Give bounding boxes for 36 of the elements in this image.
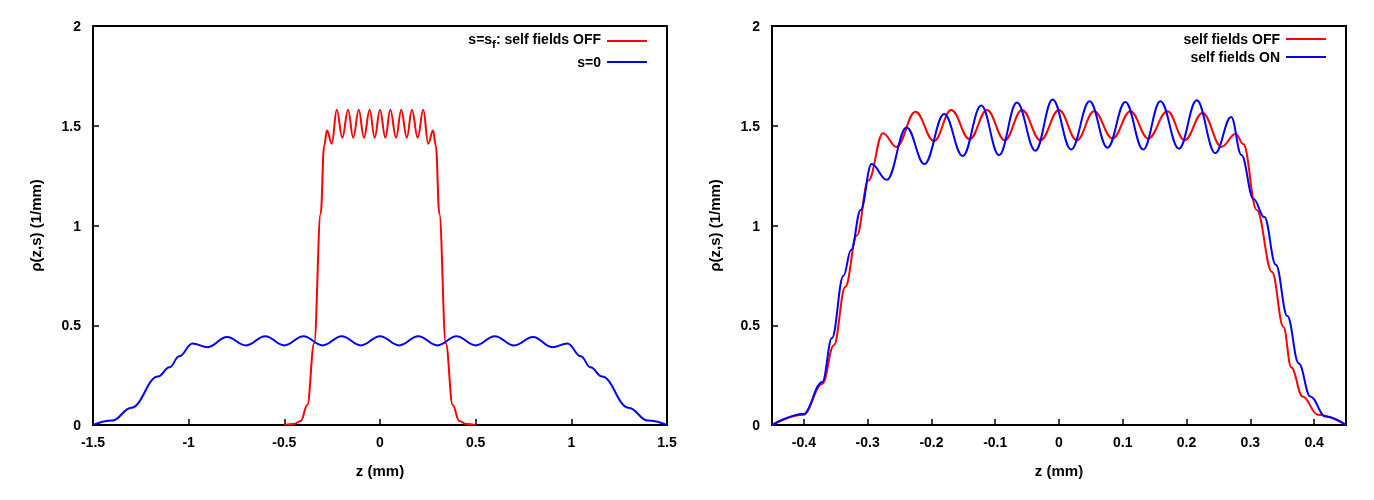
legend-label: self fields OFF: [1183, 30, 1280, 48]
line-series: [283, 108, 477, 426]
x-tick-label: -0.5: [272, 434, 297, 450]
x-tick-label: 1.5: [657, 434, 677, 450]
x-tick-label: 0: [1055, 434, 1064, 450]
x-tick-label: -1.5: [80, 434, 106, 450]
legend-label: self fields ON: [1190, 48, 1280, 66]
x-tick-label: 0.1: [1113, 434, 1133, 450]
y-tick-label: 1: [73, 217, 82, 234]
y-tick-label: 0: [752, 417, 761, 433]
x-tick-label: 0.3: [1240, 434, 1261, 450]
y-tick-label: 2: [73, 18, 82, 34]
line-series: [92, 335, 668, 426]
x-tick-label: -0.3: [855, 434, 880, 450]
y-tick-label: 0: [73, 417, 82, 433]
y-axis-title: ρ(z,s) (1/mm): [27, 179, 44, 272]
y-tick-label: 1: [752, 217, 761, 234]
x-axis-title: z (mm): [355, 462, 405, 479]
x-tick-label: -0.1: [983, 434, 1008, 450]
x-tick-label: 0.5: [465, 434, 486, 450]
y-tick-label: 1.5: [61, 117, 82, 134]
y-axis-title: ρ(z,s) (1/mm): [706, 179, 723, 272]
x-tick-label: 0.2: [1176, 434, 1197, 450]
x-tick-label: 1: [567, 434, 576, 450]
y-tick-label: 0.5: [740, 317, 761, 334]
y-tick-label: 1.5: [740, 117, 761, 134]
legend-label: s=s$_{f}$: self fields OFF: [468, 30, 601, 52]
x-tick-label: -1: [182, 434, 196, 450]
y-tick-label: 2: [752, 18, 761, 34]
x-tick-label: 0: [376, 434, 385, 450]
x-tick-label: 0.4: [1304, 434, 1325, 450]
x-tick-label: -0.4: [791, 434, 817, 450]
x-tick-label: -0.2: [919, 434, 944, 450]
x-axis-title: z (mm): [1034, 462, 1084, 479]
legend-label: s=0: [577, 52, 601, 71]
y-tick-label: 0.5: [61, 317, 82, 334]
